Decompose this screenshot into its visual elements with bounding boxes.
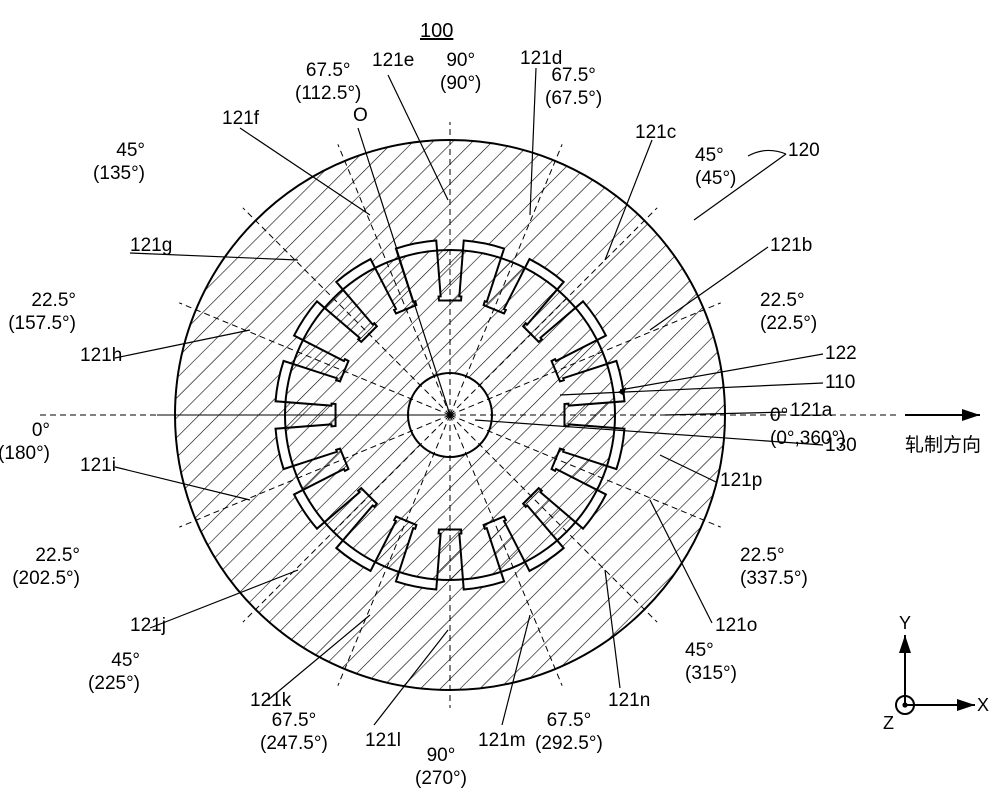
ref-121n: 121n [608,690,650,713]
angle-label: 22.5°(22.5°) [760,290,817,336]
angle-abs: (22.5°) [760,313,817,336]
angle-rel: 45° [685,640,737,663]
angle-label: 22.5°(202.5°) [12,545,80,591]
angle-rel: 22.5° [12,545,80,568]
ref-121j: 121j [130,615,166,638]
axis-z: Z [883,713,894,734]
angle-rel: 22.5° [740,545,808,568]
angle-abs: (202.5°) [12,568,80,591]
angle-label: 67.5°(112.5°) [295,60,361,106]
angle-rel: 90° [415,745,467,768]
diagram-svg [0,0,1000,790]
angle-abs: (157.5°) [8,313,76,336]
angle-label: 22.5°(157.5°) [8,290,76,336]
angle-label: 90°(90°) [440,50,481,96]
ref-121p: 121p [720,470,762,493]
angle-rel: 67.5° [295,60,361,83]
angle-rel: 90° [440,50,481,73]
angle-abs: (225°) [88,673,140,696]
angle-abs: (67.5°) [545,88,602,111]
ref-O: O [353,105,368,128]
angle-rel: 0° [0,420,50,443]
ref-121c: 121c [635,122,676,145]
angle-abs: (45°) [695,168,736,191]
axis-x: X [977,695,989,716]
ref-121a: 121a [790,400,832,423]
axis-y: Y [899,613,911,634]
ref-121o: 121o [715,615,757,638]
ref-121h: 121h [80,345,122,368]
angle-abs: (247.5°) [260,733,328,756]
ref-122: 122 [825,343,857,366]
figure-number: 100 [420,20,453,43]
angle-label: 0°(180°) [0,420,50,466]
ref-121f: 121f [222,108,259,131]
angle-rel: 67.5° [260,710,328,733]
angle-rel: 22.5° [760,290,817,313]
ref-121e: 121e [372,50,414,73]
ref-121d: 121d [520,48,562,71]
angle-label: 90°(270°) [415,745,467,791]
ref-120: 120 [788,140,820,163]
angle-abs: (112.5°) [295,83,361,106]
angle-rel: 67.5° [535,710,603,733]
angle-rel: 45° [695,145,736,168]
angle-abs: (270°) [415,768,467,791]
ref-121k: 121k [250,690,291,713]
angle-label: 45°(45°) [695,145,736,191]
angle-label: 22.5°(337.5°) [740,545,808,591]
angle-label: 67.5°(247.5°) [260,710,328,756]
angle-abs: (180°) [0,443,50,466]
ref-110: 110 [825,372,855,395]
ref-130: 130 [825,435,857,458]
angle-rel: 22.5° [8,290,76,313]
ref-121l: 121l [365,730,401,753]
angle-abs: (315°) [685,663,737,686]
angle-label: 45°(315°) [685,640,737,686]
angle-label: 45°(135°) [93,140,145,186]
ref-121m: 121m [478,730,526,753]
ref-121g: 121g [130,235,172,258]
angle-abs: (292.5°) [535,733,603,756]
z-axis-dot [902,702,907,707]
ref-121b: 121b [770,235,812,258]
angle-label: 45°(225°) [88,650,140,696]
angle-label: 67.5°(292.5°) [535,710,603,756]
angle-abs: (135°) [93,163,145,186]
angle-abs: (337.5°) [740,568,808,591]
rolling-label: 轧制方向 [905,435,981,458]
ref-121i: 121i [80,455,116,478]
angle-rel: 45° [93,140,145,163]
angle-label: 67.5°(67.5°) [545,65,602,111]
angle-abs: (90°) [440,73,481,96]
angle-rel: 45° [88,650,140,673]
